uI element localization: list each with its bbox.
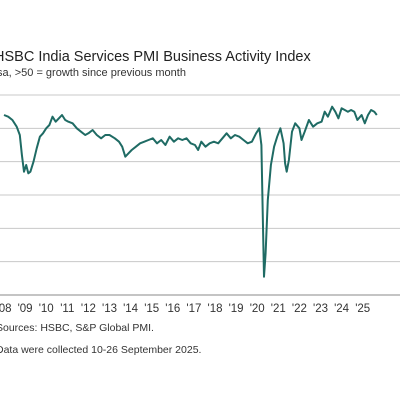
x-tick-label: '14	[123, 303, 139, 315]
x-tick-label: '21	[271, 303, 286, 315]
x-tick-label: '22	[292, 303, 307, 315]
x-tick-label: '09	[18, 303, 33, 315]
x-tick-label: '18	[208, 303, 223, 315]
x-tick-label: '10	[39, 303, 54, 315]
x-tick-label: '25	[355, 303, 370, 315]
x-tick-label: '08	[0, 303, 12, 315]
series-line	[3, 105, 378, 278]
chart-subtitle: sa, >50 = growth since previous month	[0, 67, 186, 79]
chart-title: HSBC India Services PMI Business Activit…	[0, 49, 311, 65]
chart-note: Data were collected 10-26 September 2025…	[0, 344, 202, 356]
x-tick-label: '15	[144, 303, 159, 315]
x-axis-ticks: '08 '09 '10 '11 '12 '13 '14 '15 '16 '17 '18 '19 '20 '…	[0, 303, 370, 315]
x-tick-label: '19	[229, 303, 244, 315]
x-tick-label: '13	[102, 303, 117, 315]
x-tick-label: '24	[334, 303, 350, 315]
gridlines	[0, 94, 400, 296]
x-tick-label: '12	[81, 303, 96, 315]
x-tick-label: '23	[313, 303, 328, 315]
chart-source: Sources: HSBC, S&P Global PMI.	[0, 322, 154, 334]
x-tick-label: '17	[186, 303, 201, 315]
x-tick-label: '20	[250, 303, 265, 315]
x-tick-label: '16	[165, 303, 180, 315]
x-tick-label: '11	[60, 303, 74, 315]
